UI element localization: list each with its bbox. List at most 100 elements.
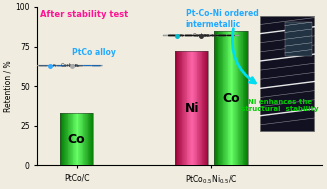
Bar — [195, 51, 196, 165]
Bar — [200, 51, 201, 165]
Bar — [242, 31, 243, 165]
Bar — [216, 31, 217, 165]
Bar — [88, 113, 89, 165]
Bar — [239, 31, 240, 165]
Bar — [193, 51, 194, 165]
Bar — [218, 31, 219, 165]
Bar — [197, 51, 198, 165]
Bar — [87, 113, 88, 165]
Bar — [184, 51, 185, 165]
Bar — [224, 31, 225, 165]
Bar — [227, 31, 228, 165]
Bar — [180, 51, 181, 165]
Bar — [190, 51, 191, 165]
Bar — [70, 113, 71, 165]
Text: Pt: Pt — [53, 64, 57, 68]
Bar — [189, 51, 190, 165]
Bar — [234, 31, 235, 165]
Bar — [84, 113, 85, 165]
FancyBboxPatch shape — [163, 35, 240, 36]
Text: Pt-Co-Ni ordered
intermetallic: Pt-Co-Ni ordered intermetallic — [185, 9, 258, 29]
Bar — [77, 113, 78, 165]
Bar — [63, 113, 64, 165]
Bar — [201, 51, 202, 165]
Bar — [66, 113, 67, 165]
Bar — [244, 31, 245, 165]
Bar — [175, 51, 176, 165]
Bar — [214, 31, 248, 165]
Text: Co: Co — [222, 91, 240, 105]
Bar — [245, 31, 246, 165]
Bar — [246, 31, 247, 165]
Bar — [219, 31, 220, 165]
Bar — [243, 31, 244, 165]
Bar — [69, 113, 70, 165]
Bar — [238, 31, 239, 165]
Bar — [204, 51, 205, 165]
Bar — [214, 31, 215, 165]
Bar — [73, 113, 74, 165]
Bar — [241, 31, 242, 165]
Bar — [91, 113, 92, 165]
Bar — [76, 113, 77, 165]
Bar — [220, 31, 221, 165]
Bar — [236, 31, 237, 165]
Bar — [240, 31, 241, 165]
Bar — [74, 113, 75, 165]
Bar — [86, 113, 87, 165]
Text: Ni: Ni — [184, 102, 199, 115]
Bar — [182, 51, 183, 165]
Bar — [72, 113, 73, 165]
Text: Co, Ni: Co, Ni — [204, 34, 216, 38]
Bar — [222, 31, 223, 165]
Bar — [205, 51, 206, 165]
Bar — [228, 31, 229, 165]
Bar — [79, 113, 80, 165]
Bar — [221, 31, 222, 165]
Text: Co: Co — [75, 64, 80, 68]
Bar — [89, 113, 90, 165]
Text: Carbon: Carbon — [193, 33, 210, 38]
Bar — [176, 51, 177, 165]
Bar — [67, 113, 68, 165]
Bar — [229, 31, 230, 165]
Bar — [232, 31, 233, 165]
Text: PtCo alloy: PtCo alloy — [72, 48, 115, 57]
Bar — [206, 51, 207, 165]
Bar — [75, 113, 76, 165]
Bar — [233, 31, 234, 165]
Bar — [203, 51, 204, 165]
Bar — [68, 113, 69, 165]
Bar — [93, 113, 94, 165]
Bar — [60, 113, 61, 165]
Bar — [64, 113, 65, 165]
Bar — [231, 31, 232, 165]
Bar — [247, 31, 248, 165]
Bar — [285, 22, 312, 56]
Bar — [187, 51, 188, 165]
Bar — [186, 51, 187, 165]
Bar — [71, 113, 72, 165]
Bar — [217, 31, 218, 165]
Text: After stability test: After stability test — [40, 10, 129, 19]
Bar — [226, 31, 227, 165]
Bar — [78, 113, 79, 165]
Bar — [202, 51, 203, 165]
Text: Ni enhances the
structural  stability: Ni enhances the structural stability — [241, 99, 319, 112]
Bar — [85, 113, 86, 165]
Y-axis label: Retention / %: Retention / % — [4, 60, 12, 112]
Bar — [235, 31, 236, 165]
Bar — [177, 51, 178, 165]
Bar — [92, 113, 93, 165]
Bar — [194, 51, 195, 165]
Bar — [82, 113, 83, 165]
Bar — [188, 51, 189, 165]
Text: Pt: Pt — [180, 34, 184, 38]
Text: Co: Co — [68, 133, 85, 146]
Bar — [215, 31, 216, 165]
Bar — [178, 51, 179, 165]
Bar — [230, 31, 231, 165]
Bar — [61, 113, 62, 165]
Bar — [223, 31, 224, 165]
Bar — [60, 113, 94, 165]
